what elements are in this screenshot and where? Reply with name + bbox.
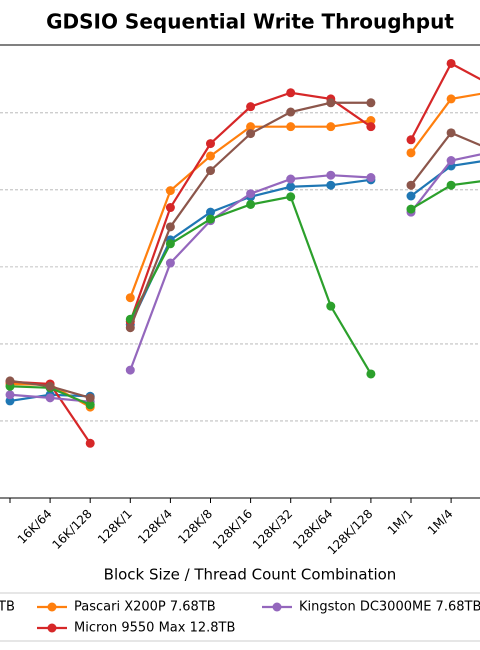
data-point (125, 365, 135, 375)
data-point (165, 239, 175, 249)
legend-label: Kingston DC3000ME 7.68TB (299, 600, 480, 615)
data-point (125, 293, 135, 303)
data-point (45, 381, 55, 391)
chart-title: GDSIO Sequential Write Throughput (46, 10, 454, 34)
data-point (206, 151, 215, 161)
data-point (406, 148, 416, 158)
data-point (446, 94, 456, 104)
data-point (286, 88, 296, 98)
data-point (326, 98, 336, 108)
data-point (165, 186, 175, 196)
data-point (286, 174, 296, 184)
data-point (85, 438, 95, 448)
x-tick-label: 128K/32 (250, 507, 295, 552)
data-point (366, 116, 376, 125)
data-point (366, 98, 376, 108)
legend-marker (272, 602, 282, 612)
data-point (5, 396, 15, 406)
series-line (129, 195, 372, 375)
data-point (165, 258, 175, 268)
data-point (366, 369, 376, 379)
series-line (410, 160, 480, 197)
data-point (406, 180, 416, 190)
x-tick-label: 16K/64 (15, 507, 55, 547)
x-tick-label: 1M/1 (385, 507, 416, 538)
data-point (125, 323, 135, 333)
data-point (446, 58, 456, 68)
data-point (366, 122, 376, 132)
data-point (446, 156, 456, 166)
data-point (286, 182, 296, 192)
data-point (326, 301, 336, 311)
legend-marker (47, 602, 57, 612)
legend-label: Micron 9550 Max 12.8TB (74, 621, 235, 636)
data-point (206, 166, 215, 176)
data-point (246, 122, 256, 132)
data-point (246, 129, 256, 139)
data-point (85, 393, 95, 403)
data-point (5, 390, 15, 400)
data-point (165, 203, 175, 213)
legend-marker (47, 623, 57, 633)
data-point (446, 128, 456, 138)
data-point (366, 173, 376, 183)
data-point (45, 393, 55, 403)
plot-frame (0, 44, 480, 499)
data-point (165, 222, 175, 232)
data-point (246, 189, 256, 199)
legend-label: Pascari X200P 7.68TB (74, 600, 216, 615)
x-tick-label: 1M/4 (425, 507, 456, 538)
legend-label: TB (0, 600, 15, 615)
x-tick-label: 16K/128 (49, 507, 94, 552)
data-point (326, 170, 336, 180)
x-tick-label: 128K/4 (135, 507, 175, 547)
data-point (246, 102, 256, 112)
x-tick-label: 128K/1 (95, 507, 135, 547)
data-point (85, 400, 95, 410)
data-point (206, 214, 215, 224)
x-tick-label: 128K/8 (175, 507, 215, 547)
data-point (406, 191, 416, 201)
data-point (206, 139, 215, 149)
data-point (326, 180, 336, 190)
x-tick-label: 128K/16 (210, 507, 255, 552)
x-axis-label: Block Size / Thread Count Combination (104, 566, 397, 584)
data-point (326, 122, 336, 132)
data-point (206, 207, 215, 217)
series-line (410, 180, 480, 211)
data-point (286, 122, 296, 132)
data-point (446, 180, 456, 190)
data-point (286, 107, 296, 117)
data-point (406, 135, 416, 145)
legend-box (0, 592, 480, 642)
data-point (286, 192, 296, 202)
data-point (246, 199, 256, 209)
series-line (410, 61, 480, 141)
data-point (5, 376, 15, 386)
data-point (406, 204, 416, 214)
